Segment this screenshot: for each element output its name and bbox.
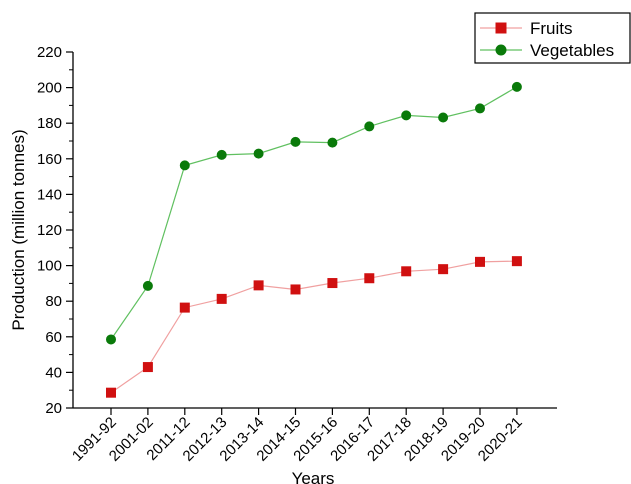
data-point-fruits [142, 362, 153, 373]
data-point-fruits [438, 264, 449, 275]
x-ticks: 1991-922001-022011-122012-132013-142014-… [69, 408, 526, 465]
data-point-vegetables [401, 110, 412, 121]
data-point-fruits [290, 284, 301, 295]
y-tick-label: 220 [37, 44, 62, 61]
legend-marker-fruits [495, 22, 507, 34]
legend-label-fruits: Fruits [530, 19, 573, 38]
y-tick-label: 20 [45, 400, 62, 417]
data-point-fruits [511, 256, 522, 267]
data-point-vegetables [253, 148, 264, 159]
y-tick-label: 40 [45, 364, 62, 381]
y-axis-title: Production (million tonnes) [9, 129, 28, 330]
y-tick-label: 80 [45, 293, 62, 310]
x-axis-title: Years [292, 469, 335, 484]
legend: Fruits Vegetables [474, 12, 631, 64]
data-point-vegetables [475, 103, 485, 114]
y-tick-label: 180 [37, 115, 62, 132]
data-point-vegetables [106, 334, 116, 345]
y-tick-label: 100 [37, 258, 62, 275]
data-point-vegetables [327, 137, 338, 148]
legend-marker-vegetables [495, 44, 507, 56]
data-point-fruits [253, 280, 264, 291]
y-tick-label: 120 [37, 222, 62, 239]
data-point-vegetables [364, 121, 375, 132]
data-point-vegetables [216, 149, 227, 160]
data-point-vegetables [511, 81, 522, 92]
data-point-fruits [106, 387, 116, 398]
series-line-vegetables [110, 86, 518, 340]
data-point-vegetables [290, 136, 301, 147]
data-point-vegetables [438, 112, 449, 123]
data-point-fruits [179, 302, 190, 313]
series-line-fruits [110, 260, 517, 394]
data-point-vegetables [142, 280, 153, 291]
data-point-fruits [401, 266, 412, 277]
y-tick-label: 60 [45, 329, 62, 346]
data-point-fruits [475, 256, 485, 267]
y-ticks: 20 40 60 80 100 120 140 160 180 200 220 [37, 44, 73, 417]
y-tick-label: 160 [37, 151, 62, 168]
y-tick-label: 200 [37, 80, 62, 97]
series-lines [110, 86, 518, 394]
data-point-fruits [327, 278, 338, 289]
data-point-vegetables [179, 160, 190, 171]
y-tick-label: 140 [37, 186, 62, 203]
data-point-fruits [364, 273, 375, 284]
data-point-fruits [216, 293, 227, 304]
legend-label-vegetables: Vegetables [530, 41, 614, 60]
series-markers [106, 81, 522, 398]
